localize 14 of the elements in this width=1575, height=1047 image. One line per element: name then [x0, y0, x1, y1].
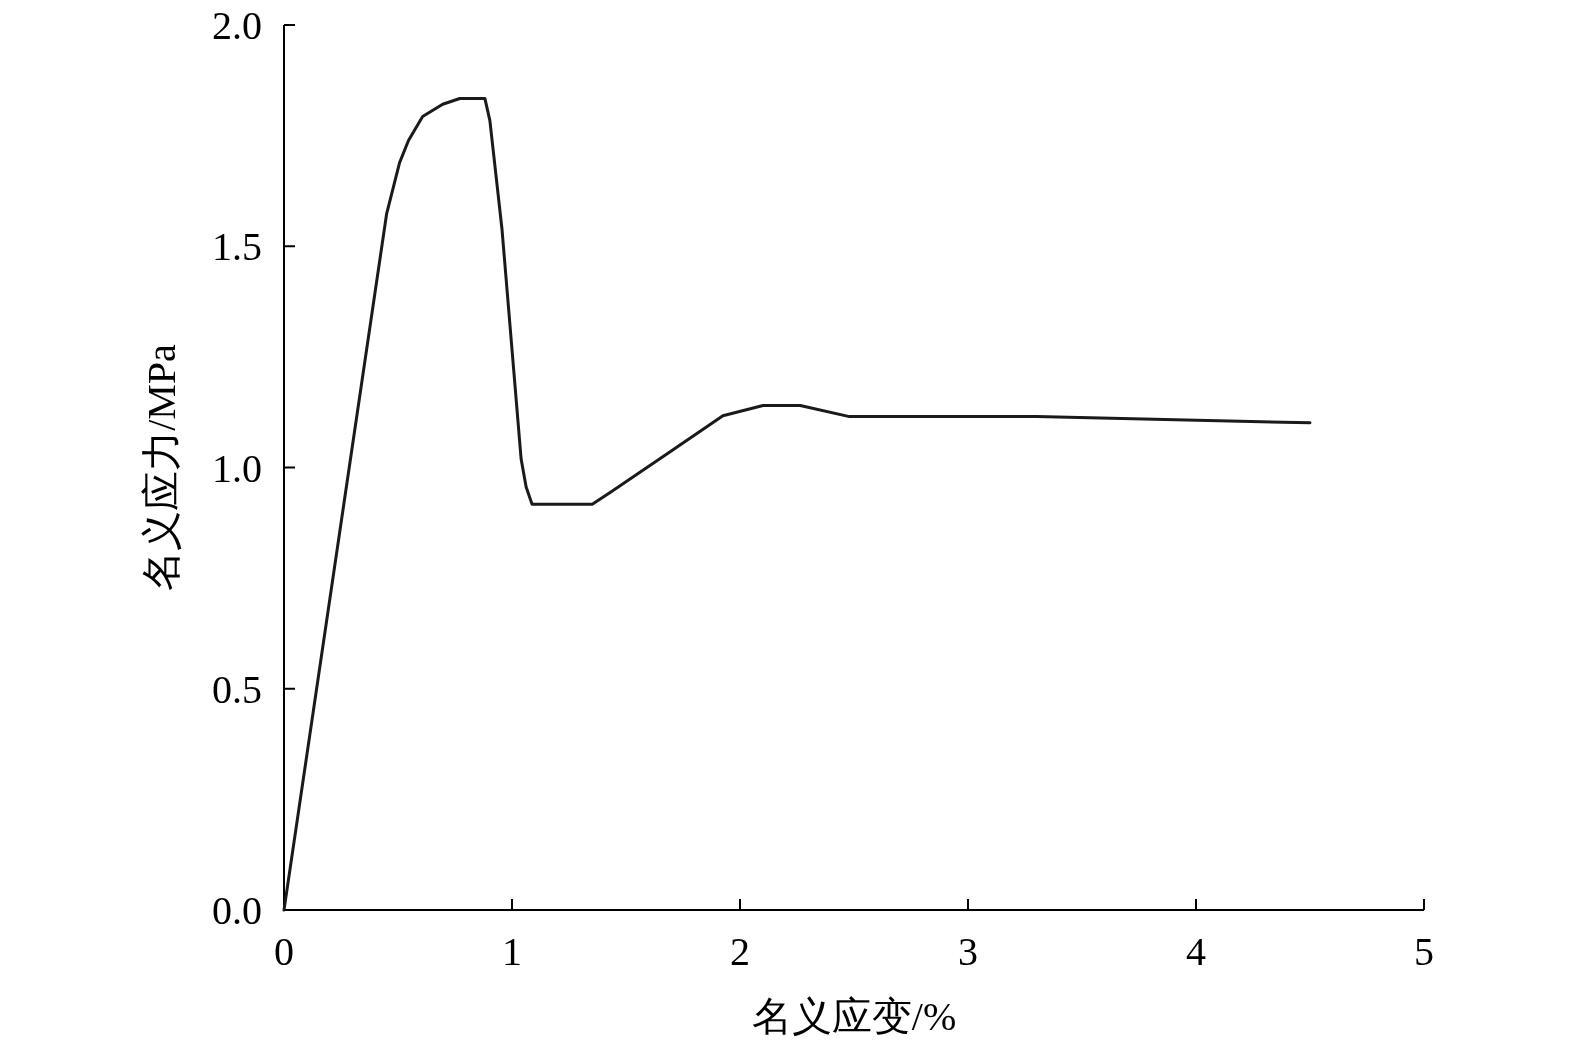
- y-tick-label: 1.0: [212, 445, 262, 491]
- x-axis-title: 名义应变/%: [751, 994, 957, 1039]
- y-axis-title: 名义应力/MPa: [139, 343, 184, 591]
- x-tick-label: 2: [730, 929, 750, 974]
- y-tick-label: 2.0: [212, 3, 262, 48]
- x-tick-label: 1: [502, 929, 522, 974]
- x-tick-label: 4: [1186, 929, 1206, 974]
- x-tick-label: 5: [1414, 929, 1434, 974]
- y-tick-label: 1.5: [212, 224, 262, 270]
- y-tick-label: 0.0: [212, 888, 262, 933]
- x-tick-label: 3: [958, 929, 978, 974]
- line-series: [282, 96, 1312, 912]
- y-tick-label: 0.5: [212, 666, 262, 712]
- x-tick-label: 0: [274, 929, 294, 974]
